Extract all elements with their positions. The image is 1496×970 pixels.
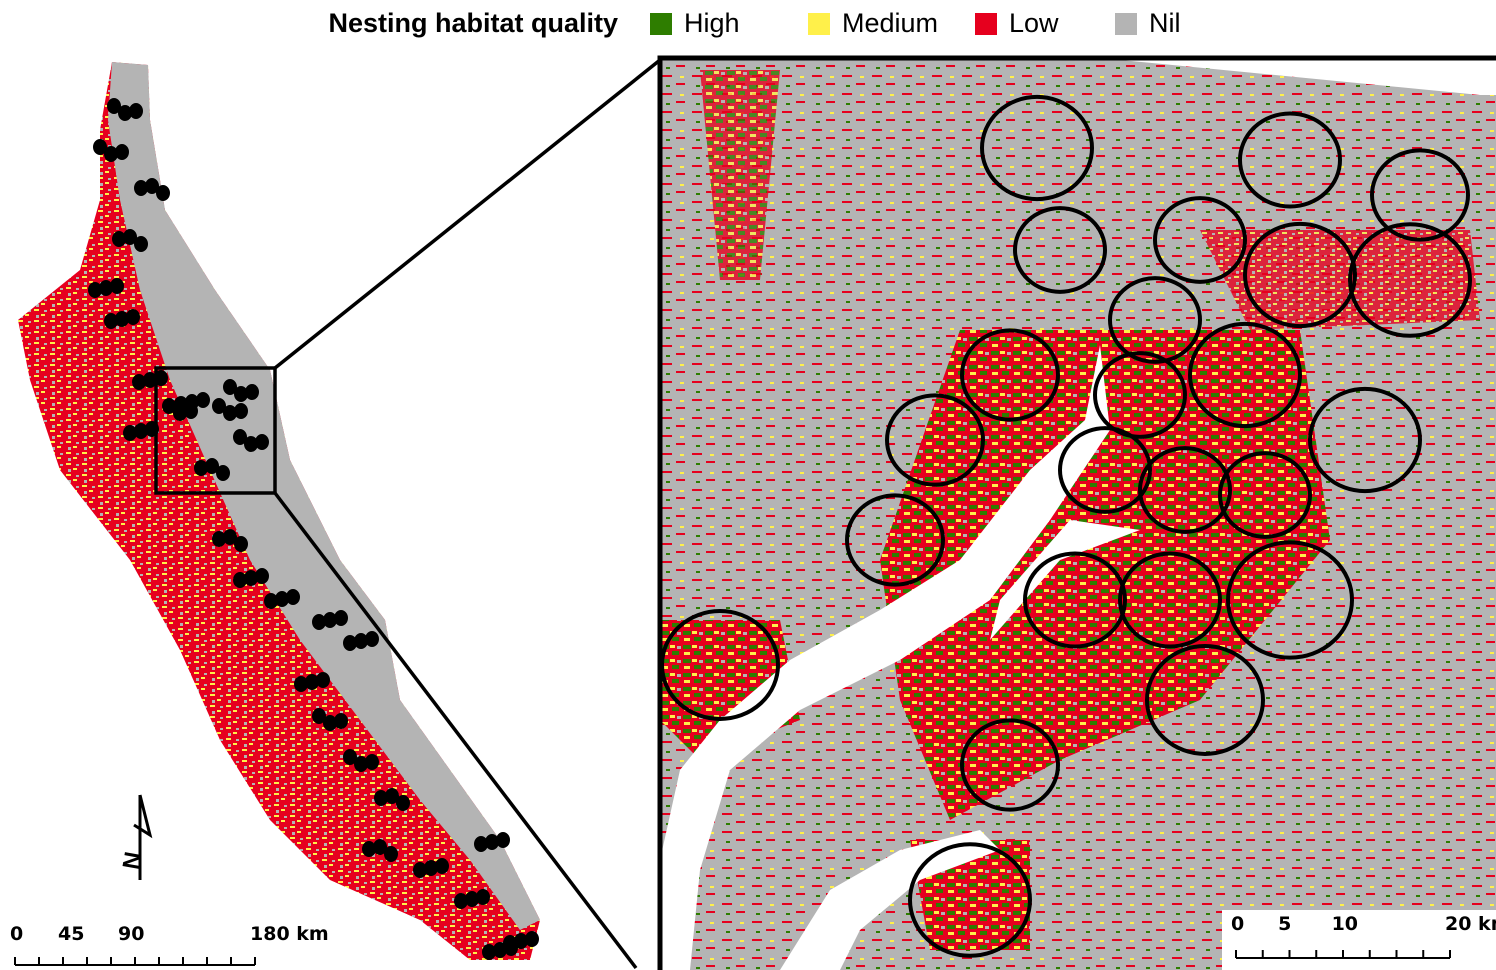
legend-swatch [1115,13,1137,35]
scale-label: 0 [1231,913,1244,935]
legend-label: Nil [1149,8,1181,38]
territory-dot [525,931,539,947]
territory-dot [334,713,348,729]
territory-dot [245,384,259,400]
scale-label: 180 km [250,923,329,945]
legend-items: High Medium Low Nil [650,8,1181,38]
territory-dot [110,278,124,294]
legend-label: Low [1009,8,1059,38]
territory-dot [115,144,129,160]
legend-label: High [684,8,740,38]
territory-dot [365,631,379,647]
territory-dot [435,858,449,874]
scale-label: 5 [1278,913,1291,935]
territory-dot [184,403,198,419]
territory-dot [255,434,269,450]
territory-dot [134,236,148,252]
territory-dot [129,103,143,119]
territory-dot [255,568,269,584]
territory-dot [156,185,170,201]
inset-map: 0 5 10 20 km [660,58,1496,970]
legend-swatch [650,13,672,35]
legend-swatch [975,13,997,35]
legend-title: Nesting habitat quality [328,8,618,38]
territory-dot [286,589,300,605]
territory-dot [234,403,248,419]
scale-label: 45 [58,923,84,945]
scale-bar: 0 45 90 180 km [10,923,329,965]
territory-dot [396,795,410,811]
scale-label: 90 [118,923,144,945]
legend-swatch [808,13,830,35]
north-arrow: N [118,795,150,880]
north-label: N [118,850,148,872]
zoom-line [275,60,660,368]
territory-dot [196,392,210,408]
legend: Nesting habitat quality High Medium Low Nil [328,8,1180,38]
figure: Nesting habitat quality High Medium Low Nil… [0,0,1496,970]
scale-label: 10 [1332,913,1358,935]
territory-dot [316,672,330,688]
territory-dot [476,889,490,905]
territory-dot [234,536,248,552]
territory-dot [496,832,510,848]
territory-dot [126,309,140,325]
territory-dot [216,465,230,481]
scale-label: 20 km [1445,913,1496,935]
territory-dot [334,610,348,626]
legend-label: Medium [842,8,938,38]
territory-dot [365,754,379,770]
scale-label: 0 [10,923,23,945]
overview-map: N 0 45 90 180 km [10,60,660,968]
territory-dot [384,846,398,862]
